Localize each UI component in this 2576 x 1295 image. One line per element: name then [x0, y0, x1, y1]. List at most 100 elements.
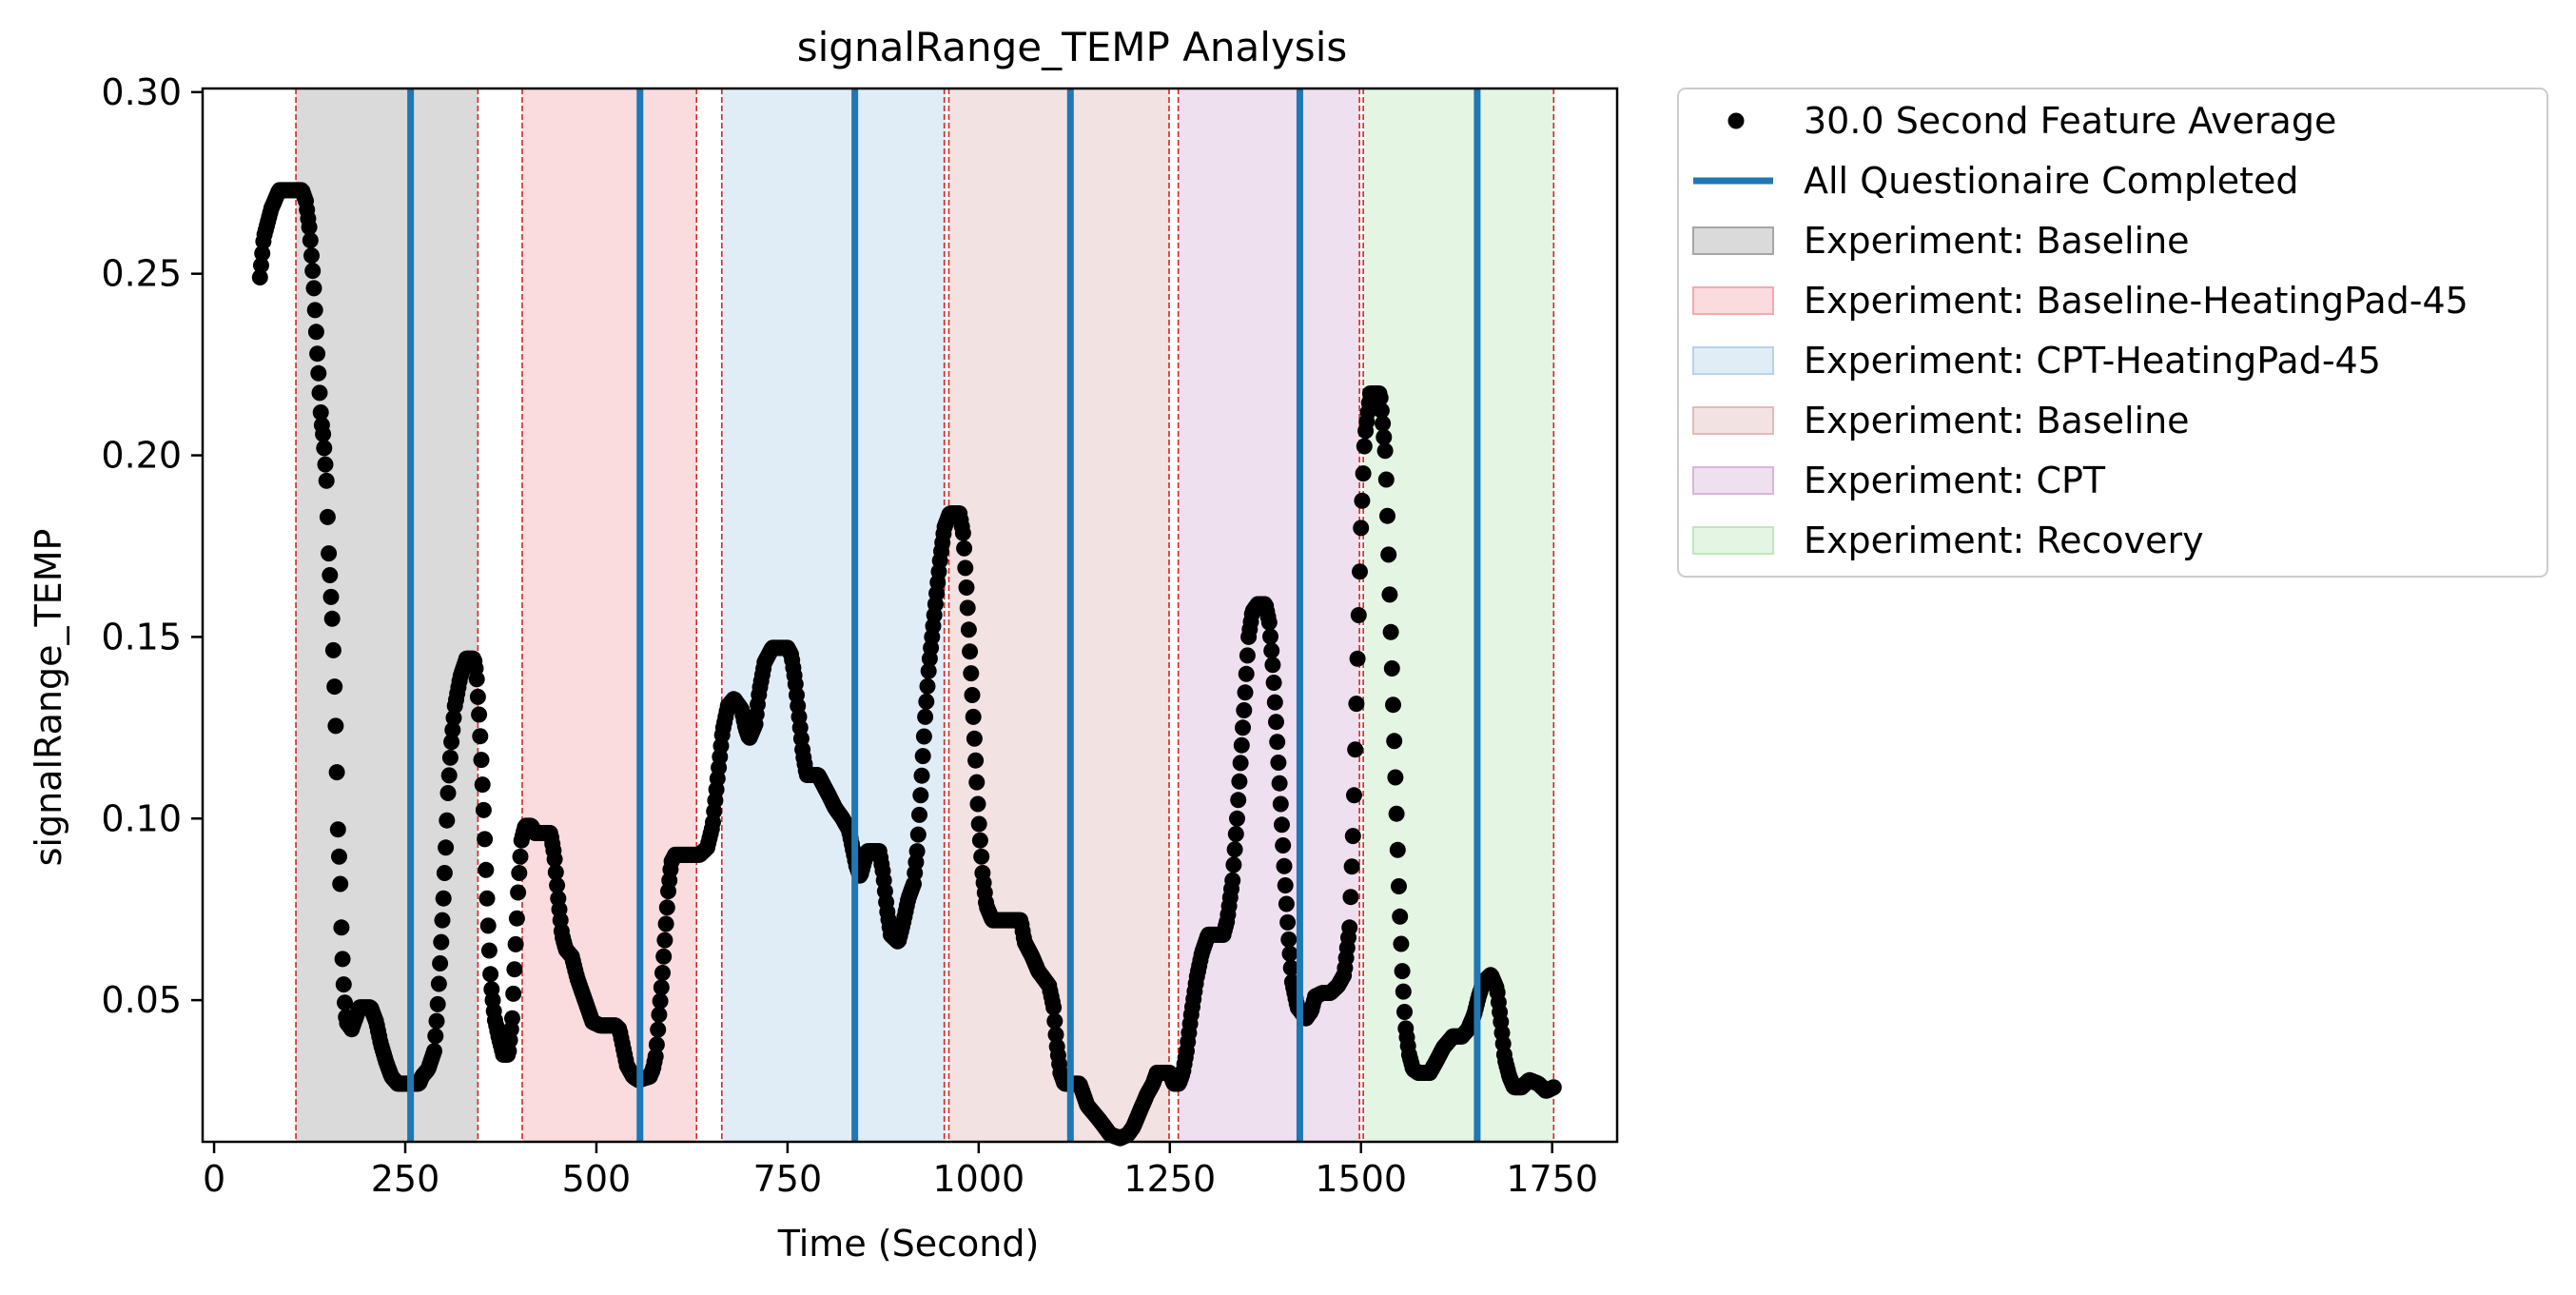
data-point-50: [309, 345, 326, 363]
y-tick-label-4: 0.25: [101, 253, 182, 295]
data-point-577: [913, 767, 930, 784]
axes-frame: [201, 87, 1619, 1144]
data-point-221: [505, 985, 522, 1002]
data-point-989: [1386, 733, 1403, 750]
data-point-891: [1274, 816, 1290, 834]
x-tick-label-5: 1250: [1123, 1158, 1216, 1200]
data-point-66: [327, 717, 344, 735]
data-point-883: [1264, 657, 1281, 674]
data-point-987: [1383, 660, 1400, 677]
data-point-168: [444, 721, 461, 738]
region-3: [948, 88, 1170, 1142]
x-tick-label-3: 750: [753, 1158, 823, 1200]
data-point-888: [1270, 755, 1287, 771]
legend-label-7: Experiment: Recovery: [1804, 520, 2204, 561]
data-point-853: [1230, 792, 1247, 809]
data-point-53: [312, 404, 329, 421]
data-point-70: [332, 875, 349, 893]
legend-label-6: Experiment: CPT: [1804, 460, 2106, 501]
data-point-884: [1265, 675, 1282, 691]
data-point-978: [1373, 402, 1390, 419]
data-point-882: [1263, 642, 1280, 659]
data-point-351: [654, 965, 671, 981]
data-point-962: [1355, 465, 1372, 482]
data-point-44: [302, 232, 319, 249]
data-point-993: [1391, 878, 1407, 894]
data-point-890: [1272, 795, 1289, 813]
region-5: [1363, 88, 1554, 1142]
data-point-627: [970, 815, 987, 833]
data-point-950: [1341, 919, 1358, 936]
data-point-67: [328, 764, 345, 781]
data-point-154: [428, 1012, 445, 1030]
data-point-222: [506, 961, 523, 978]
data-point-350: [653, 979, 670, 996]
x-axis-label: Time (Second): [777, 1223, 1040, 1265]
data-point-998: [1396, 1004, 1413, 1020]
data-point-952: [1343, 858, 1360, 875]
data-point-58: [318, 472, 335, 489]
legend-label-1: All Questionaire Completed: [1804, 160, 2299, 202]
data-point-258: [547, 864, 564, 881]
data-point-163: [439, 812, 456, 829]
data-point-49: [307, 324, 324, 341]
data-point-881: [1262, 628, 1278, 645]
legend-swatch-0: [1692, 226, 1774, 255]
data-point-161: [436, 865, 453, 881]
data-point-692: [1045, 999, 1063, 1016]
data-point-346: [648, 1036, 665, 1053]
y-tick-label-2: 0.15: [101, 616, 182, 657]
data-point-2: [254, 245, 271, 262]
data-point-165: [440, 767, 458, 784]
data-point-852: [1229, 810, 1245, 827]
legend-swatch-4: [1692, 466, 1774, 495]
data-point-580: [917, 708, 934, 725]
data-point-629: [973, 848, 990, 865]
legend-label-0: 30.0 Second Feature Average: [1804, 100, 2336, 142]
data-point-191: [471, 706, 488, 723]
data-point-354: [657, 915, 674, 932]
data-point-957: [1349, 650, 1366, 667]
data-point-1128: [1545, 1079, 1562, 1096]
data-point-198: [478, 890, 496, 907]
data-point-345: [647, 1048, 664, 1065]
data-point-57: [317, 456, 334, 473]
data-point-623: [966, 730, 983, 747]
data-point-620: [963, 665, 980, 682]
data-point-980: [1376, 429, 1393, 445]
data-point-994: [1392, 908, 1409, 925]
data-point-861: [1239, 647, 1256, 664]
data-point-0: [251, 269, 268, 285]
x-tick-label-0: 0: [203, 1158, 225, 1200]
data-point-155: [429, 995, 446, 1012]
data-point-200: [480, 942, 498, 959]
data-point-64: [324, 641, 342, 658]
data-point-995: [1393, 935, 1410, 952]
data-point-65: [326, 678, 343, 696]
legend-frame: [1677, 88, 2548, 578]
data-point-61: [322, 567, 339, 583]
data-point-983: [1379, 507, 1395, 524]
data-point-613: [954, 524, 971, 541]
data-point-63: [323, 610, 341, 627]
data-point-614: [956, 540, 973, 557]
data-point-169: [445, 710, 462, 726]
data-point-693: [1046, 1012, 1064, 1030]
data-point-160: [435, 890, 452, 907]
data-point-581: [918, 693, 935, 710]
data-point-885: [1266, 694, 1283, 711]
data-point-156: [430, 975, 447, 992]
data-point-961: [1354, 492, 1371, 509]
data-point-578: [914, 748, 931, 765]
data-point-622: [965, 708, 982, 725]
legend-label-4: Experiment: CPT-HeatingPad-45: [1804, 340, 2381, 382]
data-point-167: [443, 734, 460, 751]
region-1: [521, 88, 697, 1142]
x-tick-label-1: 250: [371, 1158, 440, 1200]
data-point-575: [911, 806, 927, 823]
data-point-963: [1356, 438, 1373, 455]
data-point-348: [651, 1006, 668, 1023]
data-point-618: [960, 621, 977, 638]
data-point-227: [512, 848, 529, 865]
data-point-899: [1282, 959, 1299, 976]
